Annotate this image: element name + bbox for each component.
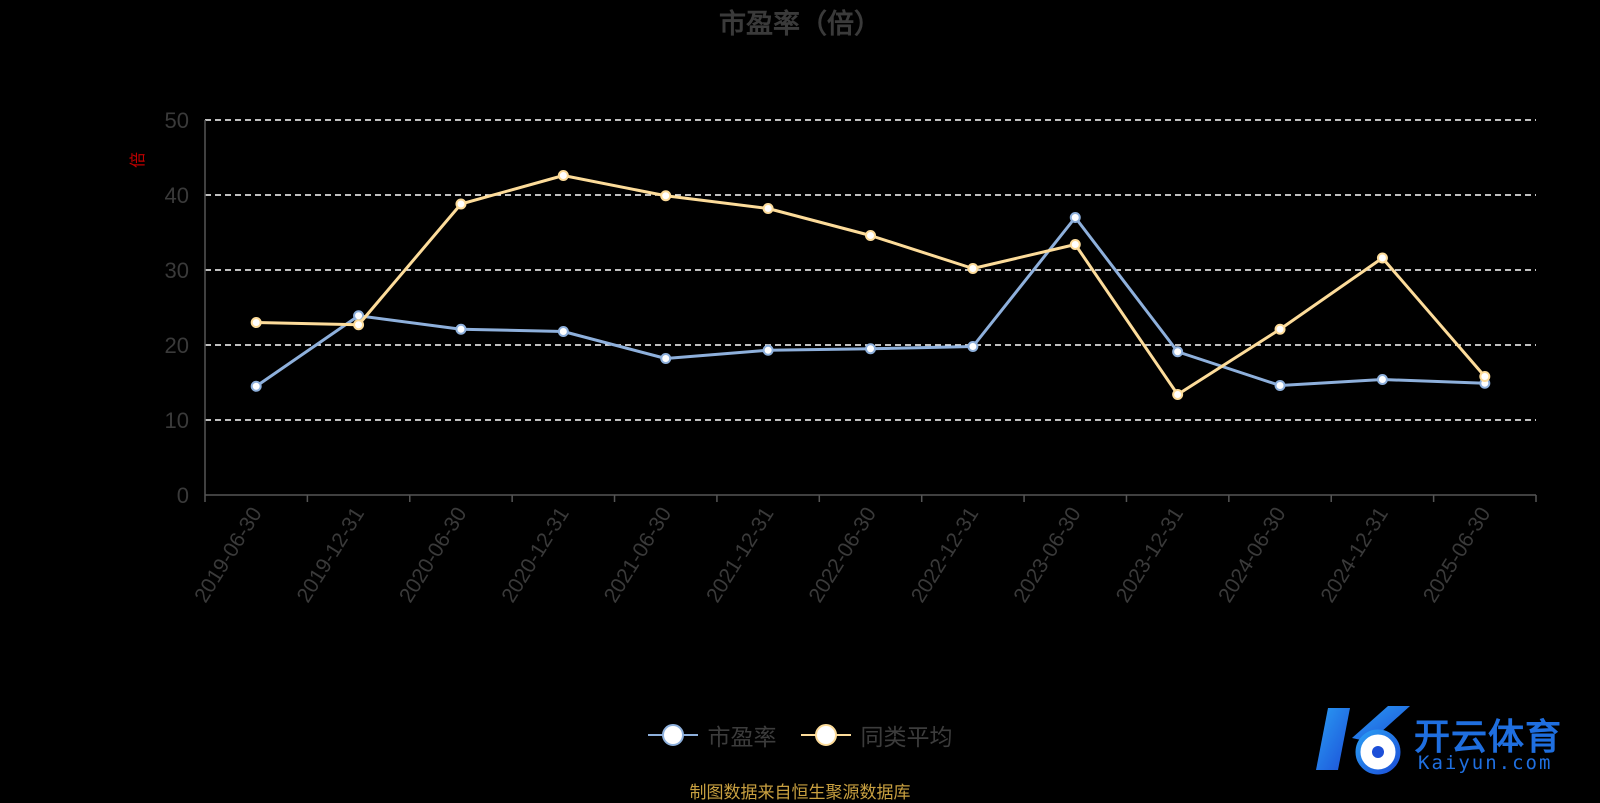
x-tick-label: 2021-12-31 <box>702 503 778 606</box>
data-point <box>353 319 365 331</box>
series-line <box>255 216 1485 388</box>
data-point <box>660 190 672 202</box>
legend-label-avg: 同类平均 <box>860 725 953 751</box>
legend-item-pe[interactable]: 市盈率 <box>647 718 777 752</box>
x-tick-label: 2021-06-30 <box>600 503 676 606</box>
y-tick-label: 20 <box>165 333 189 358</box>
x-tick-label: 2025-06-30 <box>1419 503 1495 606</box>
data-point <box>1274 380 1286 391</box>
watermark-domain: Kaiyun.com <box>1418 752 1553 774</box>
y-tick-label: 30 <box>165 258 189 283</box>
data-point <box>455 323 467 335</box>
legend-item-avg[interactable]: 同类平均 <box>800 718 953 752</box>
watermark-logo: 开云体育 Kaiyun.com <box>1314 700 1594 780</box>
data-point <box>865 343 876 355</box>
x-tick-label: 2022-12-31 <box>907 503 983 606</box>
data-point <box>1376 374 1388 385</box>
data-point <box>1172 389 1184 400</box>
data-point <box>455 198 467 210</box>
x-tick-label: 2020-06-30 <box>395 503 471 606</box>
x-tick-label: 2024-06-30 <box>1214 503 1290 606</box>
x-tick-label: 2020-12-31 <box>497 503 573 606</box>
x-tick-label: 2024-12-31 <box>1316 503 1392 606</box>
data-point <box>250 317 262 328</box>
data-point <box>660 353 672 364</box>
watermark-brand: 开云体育 <box>1414 717 1563 758</box>
data-point <box>762 203 774 214</box>
x-tick-label: 2023-06-30 <box>1009 503 1085 606</box>
series <box>250 170 1491 400</box>
series-line <box>256 174 1486 396</box>
data-point <box>1274 323 1286 335</box>
y-tick-label: 40 <box>165 183 189 208</box>
legend-swatch-pe <box>647 723 698 747</box>
y-tick-label: 10 <box>165 408 189 433</box>
source-note: 制图数据来自恒生聚源数据库 <box>689 783 911 803</box>
data-point <box>1172 346 1184 358</box>
axes: 0 10 20 30 40 50 2019-06-30 2019-12-31 2020-06-3… <box>165 108 1537 607</box>
legend: 市盈率 同类平均 <box>0 718 1600 752</box>
data-point <box>1069 239 1081 250</box>
logo-k-icon <box>1316 706 1410 775</box>
x-tick-label: 2019-06-30 <box>190 503 266 606</box>
chart-title: 市盈率（倍） <box>719 9 881 40</box>
legend-label-pe: 市盈率 <box>707 725 777 751</box>
x-tick-label: 2019-12-31 <box>293 503 369 606</box>
y-tick-label: 50 <box>165 108 189 133</box>
data-point <box>865 230 876 241</box>
data-point <box>1069 212 1081 223</box>
y-axis-label: 倍 <box>129 152 147 168</box>
x-tick-label: 2022-06-30 <box>805 503 881 606</box>
data-point <box>250 380 262 392</box>
line-chart: 0 10 20 30 40 50 2019-06-30 2019-12-31 2020-06-3… <box>129 108 1537 607</box>
data-point <box>557 326 569 337</box>
x-tick-label: 2023-12-31 <box>1112 503 1188 606</box>
data-point <box>762 344 774 356</box>
y-tick-label: 0 <box>177 483 189 508</box>
series-avg <box>250 170 1491 400</box>
data-point <box>967 263 979 274</box>
data-point <box>1479 371 1491 382</box>
data-point <box>557 170 569 181</box>
data-point <box>967 341 979 352</box>
data-point <box>1376 252 1388 264</box>
legend-swatch-avg <box>800 723 851 747</box>
